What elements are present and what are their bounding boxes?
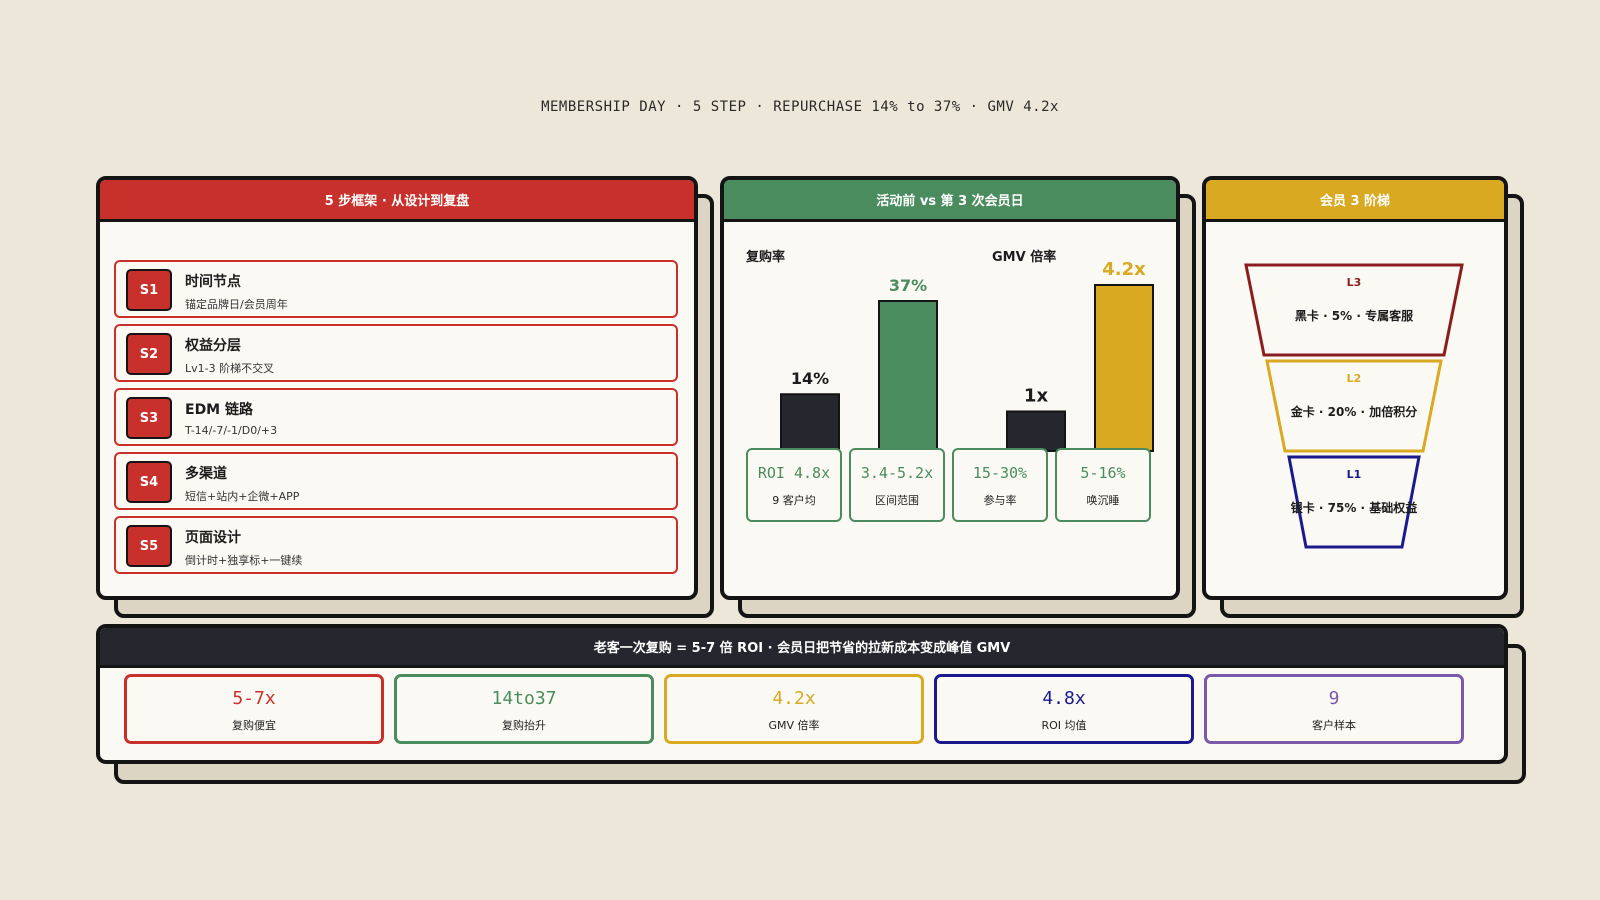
metric-value: 15-30% [972,464,1028,482]
bar [780,393,840,452]
kpi-label: ROI 均值 [1041,719,1087,732]
kpi-value: 4.8x [1042,688,1086,709]
metric-card: ROI 4.8x 9 客户均 [746,448,842,522]
metric-card: 5-16% 唤沉睡 [1055,448,1151,522]
tier-l1-shape [1287,455,1421,549]
tier-l2-text: 金卡 · 20% · 加倍积分 [1290,404,1418,419]
metric-value: 3.4-5.2x [860,464,934,482]
step-title: 页面设计 [185,530,241,546]
kpi-value: 4.2x [772,688,816,709]
framework-panel: 5 步框架 · 从设计到复盘 S1 时间节点锚定品牌日/会员周年 S2 权益分层 Lv1… [96,176,716,622]
chart-title-gmv: GMV 倍率 [992,249,1056,265]
metric-label: 唤沉睡 [1086,494,1120,507]
step-title: 时间节点 [185,274,241,290]
step-title: 多渠道 [185,466,227,482]
step-badge: S1 [126,269,172,311]
page-caption: MEMBERSHIP DAY · 5 STEP · REPURCHASE 14%… [541,99,1059,115]
step-title: 权益分层 [185,338,241,354]
kpi-label: GMV 倍率 [768,719,820,732]
step-card: S5 页面设计倒计时+独享标+一键续 [114,516,678,574]
tier-funnel: L3 黑卡 · 5% · 专属客服 L2 金卡 · 20% · 加倍积分 L1 … [1244,263,1464,549]
metric-value: ROI 4.8x [757,464,831,482]
tier-l3-shape [1244,263,1464,357]
metric-label: 9 客户均 [772,494,816,507]
bar-value-label: 37% [889,276,927,295]
kpi-card: 9 客户样本 [1204,674,1464,744]
kpi-label: 复购抬升 [502,719,546,732]
bar-value-label: 4.2x [1102,259,1146,280]
step-subtitle: Lv1-3 阶梯不交叉 [185,362,275,375]
step-badge: S5 [126,525,172,567]
compare-title: 活动前 vs 第 3 次会员日 [724,180,1176,222]
tiers-panel: 会员 3 阶梯 L3 黑卡 · 5% · 专属客服 L2 金卡 · 20% · … [1202,176,1526,622]
tier-l1-text: 银卡 · 75% · 基础权益 [1291,500,1418,515]
bar-value-label: 1x [1024,385,1049,406]
kpi-label: 复购便宜 [232,719,276,732]
step-card: S3 EDM 链路 T-14/-7/-1/D0/+3 [114,388,678,446]
tiers-title: 会员 3 阶梯 [1206,180,1504,222]
metric-label: 参与率 [983,494,1017,507]
metric-card: 15-30% 参与率 [952,448,1048,522]
bar [1094,284,1154,452]
step-subtitle: 锚定品牌日/会员周年 [185,298,288,311]
tier-l2-id: L2 [1347,372,1362,385]
bar [878,300,938,452]
step-card: S4 多渠道短信+站内+企微+APP [114,452,678,510]
tier-l3-text: 黑卡 · 5% · 专属客服 [1295,308,1414,323]
bar [1006,410,1066,453]
step-subtitle: 倒计时+独享标+一键续 [185,554,303,567]
bar-value-label: 14% [791,369,829,388]
kpi-value: 14to37 [491,688,557,709]
step-title: EDM 链路 [185,402,253,418]
step-card: S2 权益分层 Lv1-3 阶梯不交叉 [114,324,678,382]
kpi-value: 5-7x [232,688,276,709]
kpi-card: 14to37 复购抬升 [394,674,654,744]
step-badge: S4 [126,461,172,503]
tier-l2-shape [1265,359,1443,453]
summary-panel: 老客一次复购 = 5-7 倍 ROI · 会员日把节省的拉新成本变成峰值 GMV… [96,624,1526,784]
step-subtitle: T-14/-7/-1/D0/+3 [185,424,278,437]
kpi-card: 4.8x ROI 均值 [934,674,1194,744]
step-badge: S3 [126,397,172,439]
chart-title-repurchase: 复购率 [745,249,785,265]
metric-label: 区间范围 [875,494,919,507]
kpi-label: 客户样本 [1312,719,1356,732]
tier-l1-id: L1 [1347,468,1362,481]
kpi-value: 9 [1328,688,1340,709]
step-card: S1 时间节点锚定品牌日/会员周年 [114,260,678,318]
step-badge: S2 [126,333,172,375]
metric-value: 5-16% [1080,464,1126,482]
step-subtitle: 短信+站内+企微+APP [185,490,300,503]
framework-title: 5 步框架 · 从设计到复盘 [100,180,694,222]
kpi-card: 5-7x 复购便宜 [124,674,384,744]
metric-card: 3.4-5.2x 区间范围 [849,448,945,522]
kpi-card: 4.2x GMV 倍率 [664,674,924,744]
summary-title: 老客一次复购 = 5-7 倍 ROI · 会员日把节省的拉新成本变成峰值 GMV [100,628,1504,668]
compare-panel: 活动前 vs 第 3 次会员日 复购率 GMV 倍率 14%活动前37%第 3 … [720,176,1198,622]
tier-l3-id: L3 [1347,276,1362,289]
